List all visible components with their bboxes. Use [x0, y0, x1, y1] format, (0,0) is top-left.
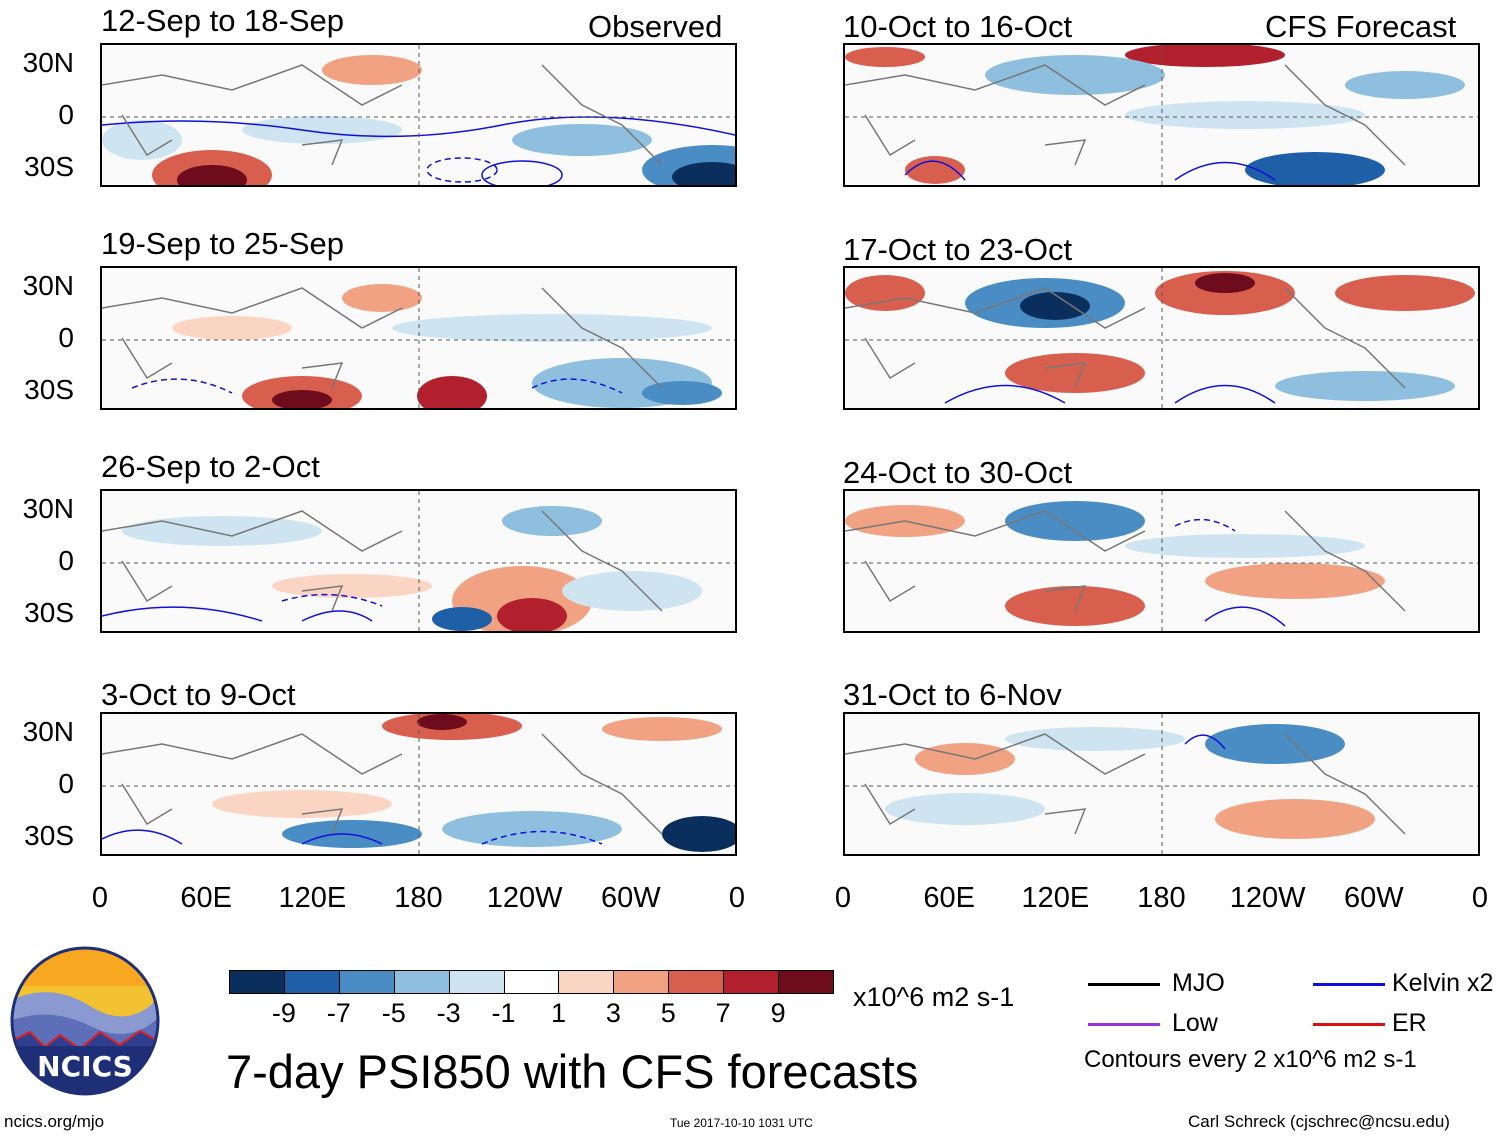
lat-tick-label: 30N	[22, 493, 74, 525]
logo-text: NCICS	[37, 1050, 133, 1083]
legend-line-er	[1313, 1023, 1385, 1026]
lon-tick-label: 180	[394, 882, 443, 914]
lat-tick-label: 0	[58, 545, 74, 576]
colorbar-tick-label: -1	[491, 998, 516, 1028]
footer-timestamp: Tue 2017-10-10 1031 UTC	[670, 1116, 813, 1130]
map-panel-observed-2	[100, 266, 737, 410]
lon-tick-label: 120E	[1021, 882, 1090, 914]
map-panel-observed-3	[100, 489, 737, 633]
map-panel-observed-4	[100, 712, 737, 856]
lon-tick-label: 60W	[1344, 882, 1404, 914]
lon-tick-label: 60E	[923, 882, 975, 914]
lon-tick-label: 0	[91, 882, 109, 914]
colorbar-tick-label: 1	[550, 998, 566, 1028]
colorbar-swatch	[283, 970, 340, 994]
panel-title: 26-Sep to 2-Oct	[101, 449, 320, 484]
legend-label-er: ER	[1392, 1009, 1427, 1037]
colorbar-tick-label: 5	[660, 998, 676, 1028]
lon-tick-label: 180	[1137, 882, 1186, 914]
chart-title: 7-day PSI850 with CFS forecasts	[226, 1045, 919, 1098]
lat-tick-label: 30N	[22, 270, 74, 302]
logo-graphic	[10, 946, 160, 1096]
colorbar-swatch	[723, 970, 780, 994]
colorbar-swatch	[448, 970, 505, 994]
lat-tick-label: 30S	[24, 150, 74, 182]
lon-tick-label: 120W	[1229, 882, 1306, 914]
colorbar-swatch	[778, 970, 834, 994]
map-field	[845, 491, 1478, 631]
lon-tick-label: 0	[1471, 882, 1489, 914]
legend-line-kelvin	[1313, 983, 1385, 986]
panel-title: 17-Oct to 23-Oct	[843, 232, 1073, 267]
lon-tick-label: 60E	[180, 882, 232, 914]
lat-tick-label: 30S	[24, 819, 74, 851]
map-panel-forecast-4	[843, 712, 1480, 856]
colorbar-swatch	[393, 970, 450, 994]
colorbar-swatch	[613, 970, 670, 994]
colorbar-swatch	[558, 970, 615, 994]
lon-tick-label: 120W	[486, 882, 563, 914]
panel-title: 10-Oct to 16-Oct	[843, 9, 1073, 44]
lat-tick-label: 0	[58, 322, 74, 353]
lat-tick-label: 30S	[24, 596, 74, 628]
legend-line-mjo	[1088, 983, 1160, 986]
lat-tick-label: 30N	[22, 47, 74, 79]
footer-author: Carl Schreck (cjschrec@ncsu.edu)	[1188, 1112, 1450, 1131]
colorbar-tick-label: -9	[271, 998, 296, 1028]
lat-tick-label: 0	[58, 99, 74, 130]
panel-title: 19-Sep to 25-Sep	[101, 226, 345, 261]
contour-note: Contours every 2 x10^6 m2 s-1	[1084, 1046, 1417, 1073]
colorbar-tick-label: -5	[381, 998, 406, 1028]
colorbar-tick-label: -3	[436, 998, 461, 1028]
map-field	[845, 268, 1478, 408]
legend-label-kelvin: Kelvin x2	[1392, 969, 1494, 997]
forecast-column-label: CFS Forecast	[1265, 9, 1457, 44]
colorbar-swatch	[338, 970, 395, 994]
observed-column-label: Observed	[588, 9, 723, 44]
colorbar-tick-label: 3	[605, 998, 621, 1028]
colorbar-swatch	[503, 970, 560, 994]
legend-line-low	[1088, 1023, 1160, 1026]
footer-url[interactable]: ncics.org/mjo	[4, 1112, 105, 1131]
legend-label-low: Low	[1172, 1009, 1218, 1037]
colorbar-swatch	[668, 970, 725, 994]
map-field	[102, 714, 735, 854]
map-panel-forecast-3	[843, 489, 1480, 633]
map-field	[845, 45, 1478, 185]
colorbar-tick-label: 9	[770, 998, 786, 1028]
colorbar-tick-label: -7	[326, 998, 351, 1028]
ncics-logo: NCICS	[10, 946, 160, 1096]
map-field	[102, 45, 735, 185]
colorbar	[229, 970, 834, 994]
colorbar-swatch	[229, 970, 285, 994]
map-panel-forecast-1	[843, 43, 1480, 187]
panel-title: 31-Oct to 6-Nov	[843, 677, 1062, 712]
lat-tick-label: 0	[58, 768, 74, 799]
colorbar-tick-label: 7	[715, 998, 731, 1028]
legend-label-mjo: MJO	[1172, 969, 1225, 997]
lon-tick-label: 0	[728, 882, 746, 914]
units-label: x10^6 m2 s-1	[853, 982, 1015, 1012]
lat-tick-label: 30N	[22, 716, 74, 748]
lon-tick-label: 0	[834, 882, 852, 914]
map-field	[102, 268, 735, 408]
panel-title: 12-Sep to 18-Sep	[101, 3, 345, 38]
map-panel-forecast-2	[843, 266, 1480, 410]
map-panel-observed-1	[100, 43, 737, 187]
lon-tick-label: 120E	[278, 882, 347, 914]
lon-tick-label: 60W	[601, 882, 661, 914]
panel-title: 3-Oct to 9-Oct	[101, 677, 296, 712]
lat-tick-label: 30S	[24, 373, 74, 405]
map-field	[845, 714, 1478, 854]
panel-title: 24-Oct to 30-Oct	[843, 455, 1073, 490]
map-field	[102, 491, 735, 631]
